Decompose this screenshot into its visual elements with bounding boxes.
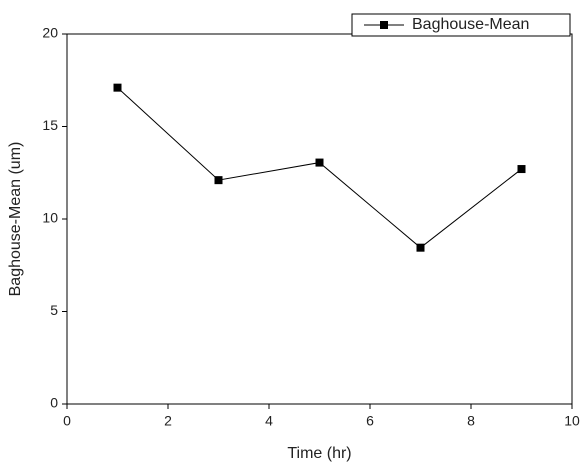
x-tick-label: 10 [564, 413, 580, 429]
series-line [117, 87, 522, 249]
legend-marker [380, 21, 388, 29]
y-tick-label: 0 [50, 395, 58, 411]
x-tick-label: 6 [366, 413, 374, 429]
legend-label: Baghouse-Mean [412, 16, 529, 33]
y-tick-label: 15 [42, 117, 58, 133]
y-tick-label: 5 [50, 302, 58, 318]
point-marker [214, 176, 223, 185]
x-tick-label: 8 [467, 413, 475, 429]
point-marker [315, 158, 324, 167]
legend-box [351, 13, 571, 37]
plot-frame [66, 33, 573, 405]
y-tick-label: 20 [42, 25, 58, 41]
x-tick-label: 0 [63, 413, 71, 429]
y-tick-label: 10 [42, 210, 58, 226]
x-axis-title: Time (hr) [287, 445, 351, 462]
point-marker [517, 165, 526, 174]
x-tick-label: 4 [265, 413, 273, 429]
point-marker [113, 83, 122, 92]
point-marker [416, 243, 425, 252]
y-axis-title: Baghouse-Mean (um) [7, 142, 24, 297]
x-tick-label: 2 [164, 413, 172, 429]
